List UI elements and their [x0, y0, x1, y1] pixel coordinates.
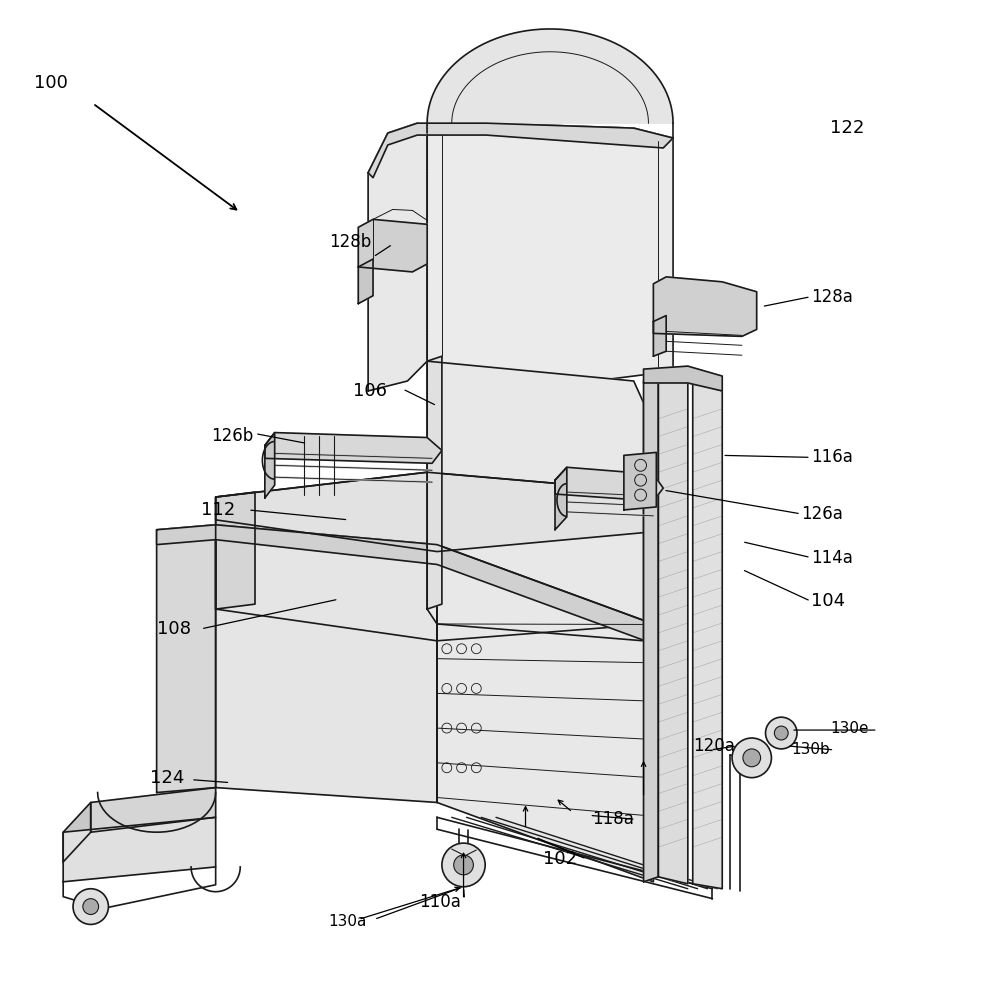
Text: 114a: 114a	[810, 549, 853, 567]
Text: 130a: 130a	[328, 914, 367, 929]
Circle shape	[775, 726, 789, 740]
Text: 104: 104	[810, 592, 845, 610]
Polygon shape	[265, 433, 275, 498]
Polygon shape	[215, 472, 654, 641]
Circle shape	[766, 717, 797, 749]
Polygon shape	[157, 525, 215, 793]
Polygon shape	[659, 376, 687, 884]
Text: 118a: 118a	[592, 810, 634, 828]
Polygon shape	[654, 316, 667, 356]
Polygon shape	[644, 366, 722, 391]
Circle shape	[83, 899, 98, 915]
Text: 110a: 110a	[420, 893, 461, 911]
Circle shape	[73, 889, 108, 924]
Polygon shape	[428, 361, 644, 641]
Polygon shape	[624, 452, 657, 510]
Text: 106: 106	[353, 382, 387, 400]
Polygon shape	[157, 525, 654, 644]
Polygon shape	[428, 356, 441, 609]
Polygon shape	[555, 467, 566, 530]
Polygon shape	[368, 123, 428, 391]
Text: 128a: 128a	[810, 288, 853, 306]
Text: 126a: 126a	[801, 505, 843, 523]
Text: 128b: 128b	[328, 233, 371, 251]
Polygon shape	[215, 492, 255, 609]
Polygon shape	[90, 788, 215, 832]
Text: 126b: 126b	[210, 427, 253, 445]
Polygon shape	[692, 383, 722, 889]
Polygon shape	[555, 467, 664, 501]
Text: 100: 100	[34, 74, 67, 92]
Circle shape	[441, 843, 485, 887]
Polygon shape	[437, 545, 654, 882]
Text: 120a: 120a	[692, 737, 735, 755]
Text: 122: 122	[830, 119, 865, 137]
Circle shape	[732, 738, 772, 778]
Text: 116a: 116a	[810, 448, 853, 466]
Polygon shape	[215, 472, 654, 552]
Text: 124: 124	[150, 769, 185, 787]
Text: 102: 102	[544, 850, 577, 868]
Polygon shape	[265, 433, 441, 463]
Polygon shape	[428, 123, 673, 386]
Text: 130b: 130b	[791, 742, 830, 757]
Polygon shape	[358, 219, 428, 272]
Circle shape	[743, 749, 761, 767]
Polygon shape	[428, 29, 673, 123]
Text: 130e: 130e	[830, 721, 869, 736]
Polygon shape	[368, 123, 673, 178]
Polygon shape	[654, 277, 757, 336]
Text: 112: 112	[201, 501, 235, 519]
Circle shape	[453, 855, 473, 875]
Polygon shape	[215, 525, 437, 802]
Polygon shape	[63, 817, 215, 882]
Polygon shape	[63, 802, 90, 862]
Text: 108: 108	[157, 620, 190, 638]
Polygon shape	[644, 376, 659, 882]
Polygon shape	[358, 259, 373, 304]
